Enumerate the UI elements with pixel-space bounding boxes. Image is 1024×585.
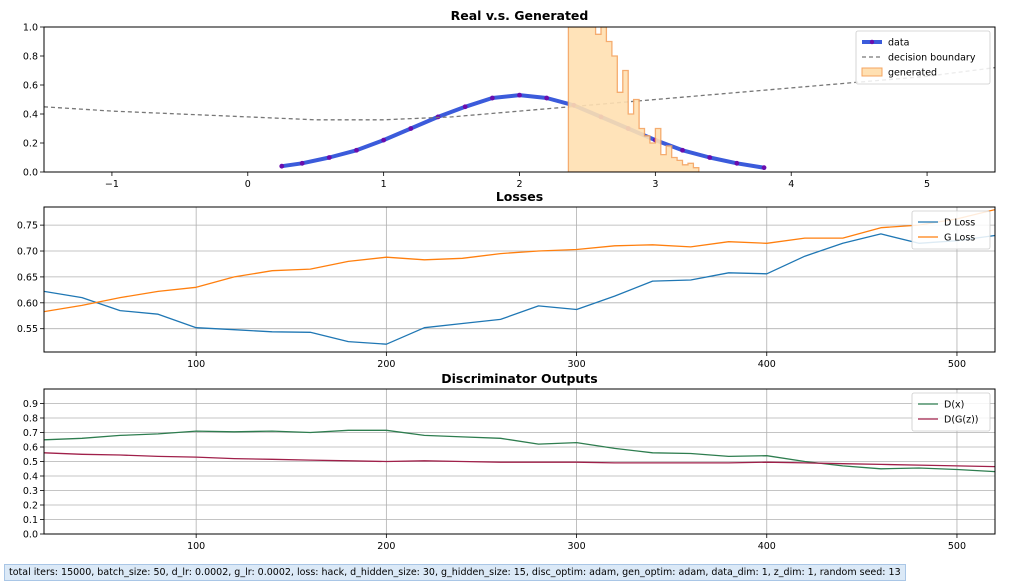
x-tick-label: 100 — [187, 541, 205, 552]
y-tick-label: 0.75 — [17, 221, 38, 232]
y-tick-label: 0.4 — [23, 110, 38, 121]
y-tick-label: 0.6 — [23, 443, 38, 454]
data-point — [734, 160, 740, 166]
data-point — [462, 104, 468, 110]
y-tick-label: 0.2 — [23, 501, 38, 512]
legend-label: generated — [888, 68, 937, 79]
y-tick-label: 0.70 — [17, 247, 38, 258]
y-tick-label: 0.60 — [17, 298, 38, 309]
chart-title: Losses — [496, 189, 543, 204]
legend-label: D(x) — [944, 400, 964, 411]
series-line-d-g-z- — [44, 452, 995, 468]
y-tick-label: 0.7 — [23, 428, 38, 439]
y-tick-label: 0.8 — [23, 52, 38, 63]
y-tick-label: 1.0 — [23, 23, 38, 34]
generated-histogram — [567, 27, 700, 172]
x-tick-label: 300 — [567, 359, 585, 370]
y-tick-label: 0.1 — [23, 515, 38, 526]
y-tick-label: 0.0 — [23, 530, 38, 541]
legend-box — [911, 210, 991, 250]
x-tick-label: 2 — [516, 179, 522, 190]
series-group — [44, 27, 995, 172]
chart-panel-2: Losses 100 200 300 400 500 0.55 0.60 0.65 0.70 0.7… — [17, 189, 996, 370]
legend: data decision boundary generated — [855, 30, 991, 85]
x-tick-label: 0 — [245, 179, 251, 190]
y-tick-label: 0.5 — [23, 457, 38, 468]
legend: D Loss G Loss — [911, 210, 991, 250]
data-point — [680, 147, 685, 153]
series-line-data — [281, 93, 765, 170]
x-tick-label: 400 — [758, 541, 776, 552]
data-point — [354, 147, 359, 153]
axes-frame — [43, 206, 996, 353]
y-tick-label: 0.3 — [23, 486, 38, 497]
x-tick-label: 1 — [381, 179, 387, 190]
chart-title: Real v.s. Generated — [451, 8, 589, 23]
x-tick-label: −1 — [105, 179, 119, 190]
data-point — [489, 95, 495, 101]
legend-swatch — [861, 67, 883, 77]
series-group — [44, 208, 995, 345]
y-tick-label: 0.9 — [23, 399, 38, 410]
data-point — [544, 95, 550, 101]
y-tick-label: 0.2 — [23, 139, 38, 150]
data-point — [381, 137, 387, 143]
x-tick-label: 4 — [788, 179, 794, 190]
y-tick-label: 0.6 — [23, 81, 38, 92]
data-point — [408, 126, 414, 131]
data-point — [761, 165, 767, 171]
chart-panel-1: Real v.s. Generated −1 0 1 2 3 4 5 0.0 0.2 0.4 0.6 0… — [23, 8, 996, 190]
legend-label: D(G(z)) — [944, 415, 979, 426]
x-tick-label: 400 — [758, 359, 776, 370]
axes-frame — [43, 26, 996, 173]
legend-marker — [869, 39, 875, 45]
data-point — [326, 155, 332, 160]
data-point — [279, 163, 285, 169]
y-tick-label: 0.4 — [23, 472, 38, 483]
series-line-d-loss — [44, 233, 995, 345]
series-line-d-x- — [44, 429, 995, 473]
series-line-g-loss — [44, 208, 995, 313]
x-tick-label: 200 — [377, 541, 395, 552]
x-tick-label: 300 — [567, 541, 585, 552]
chart-title: Discriminator Outputs — [441, 371, 597, 386]
legend-label: G Loss — [944, 233, 975, 244]
x-tick-label: 5 — [924, 179, 930, 190]
x-tick-label: 500 — [948, 541, 966, 552]
legend-label: decision boundary — [888, 53, 976, 64]
series-group — [44, 429, 995, 473]
y-tick-label: 0.55 — [17, 324, 38, 335]
y-tick-label: 0.8 — [23, 414, 38, 425]
chart-panel-3: Discriminator Outputs 100 200 300 400 500 0.0 0… — [23, 371, 996, 552]
data-point — [707, 155, 713, 160]
x-tick-label: 500 — [948, 359, 966, 370]
x-tick-label: 100 — [187, 359, 205, 370]
legend: D(x) D(G(z)) — [911, 392, 991, 432]
y-tick-label: 0.65 — [17, 272, 38, 283]
legend-box — [855, 30, 991, 85]
legend-box — [911, 392, 991, 432]
series-line-decision-boundary — [44, 66, 995, 121]
hyperparameters-status-bar: total iters: 15000, batch_size: 50, d_lr… — [4, 564, 906, 581]
data-point — [517, 92, 522, 98]
x-tick-label: 200 — [377, 359, 395, 370]
legend-label: D Loss — [944, 218, 975, 229]
legend-label: data — [888, 38, 909, 49]
figure: Real v.s. Generated−1 0 1 2 3 4 50.00.20.40.60… — [17, 8, 996, 552]
y-tick-label: 0.0 — [23, 168, 38, 179]
x-tick-label: 3 — [652, 179, 658, 190]
data-point — [299, 160, 305, 166]
